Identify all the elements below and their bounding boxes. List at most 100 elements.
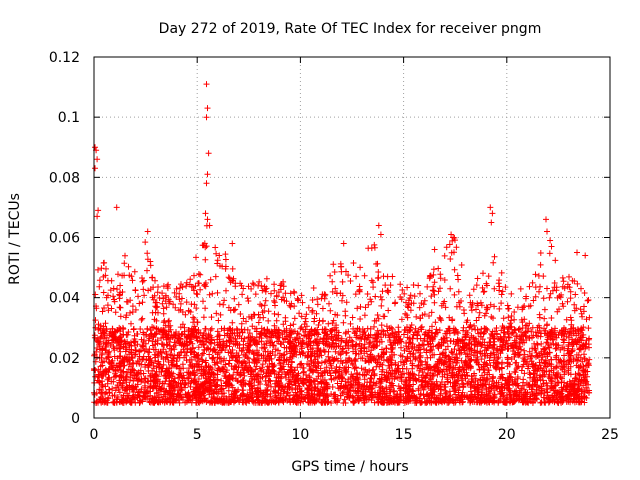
data-point [327, 307, 334, 314]
data-point [458, 377, 465, 384]
data-point [97, 334, 104, 341]
data-point [361, 312, 368, 319]
data-point [564, 380, 571, 387]
data-point [415, 387, 422, 394]
data-point [506, 381, 513, 388]
data-point [234, 369, 241, 376]
data-point [333, 363, 340, 370]
data-point [346, 334, 353, 341]
data-point [264, 353, 271, 360]
data-point [267, 378, 274, 385]
data-point [150, 383, 157, 390]
data-point [271, 368, 278, 375]
data-point [422, 329, 429, 336]
data-point [543, 368, 550, 375]
data-point [486, 371, 493, 378]
data-point [521, 351, 528, 358]
data-point [171, 378, 178, 385]
data-point [526, 335, 533, 342]
data-point [177, 380, 184, 387]
data-point [342, 367, 349, 374]
data-point [211, 347, 218, 354]
data-point [521, 370, 528, 377]
data-point [352, 291, 359, 298]
data-point [140, 356, 147, 362]
data-point [122, 344, 129, 351]
data-point [139, 343, 146, 350]
data-point [202, 357, 209, 364]
data-point [195, 344, 202, 351]
data-point [553, 372, 560, 379]
data-point [314, 381, 321, 387]
data-point [191, 363, 198, 370]
data-point [189, 325, 195, 332]
data-point [136, 353, 143, 360]
data-point [370, 379, 377, 386]
data-point [310, 339, 317, 346]
data-point [299, 337, 306, 344]
data-point [376, 375, 383, 382]
data-point [371, 338, 378, 345]
data-point [375, 331, 382, 338]
data-point [493, 383, 500, 390]
data-point [410, 381, 417, 388]
data-point [584, 388, 591, 395]
data-point [173, 293, 180, 300]
data-point [472, 378, 479, 384]
data-point [375, 269, 382, 275]
data-point [237, 280, 244, 287]
data-point [276, 382, 283, 389]
data-point [447, 285, 454, 292]
data-point [326, 300, 332, 307]
data-point [193, 290, 200, 297]
data-point [552, 382, 559, 389]
data-point [319, 305, 326, 312]
data-point [464, 394, 471, 401]
data-point [298, 292, 305, 299]
data-point [144, 326, 151, 333]
data-point [318, 295, 325, 302]
data-point [409, 387, 416, 394]
data-point [448, 372, 455, 379]
data-point [214, 328, 221, 335]
data-point [300, 369, 307, 376]
data-point [476, 309, 483, 316]
data-point [121, 272, 128, 279]
data-point [91, 391, 98, 398]
data-point [325, 348, 332, 355]
data-point [104, 302, 111, 309]
data-point [193, 305, 200, 312]
data-point [119, 358, 126, 365]
data-point [544, 285, 550, 292]
data-point [579, 313, 586, 320]
data-point [406, 393, 413, 400]
data-point [153, 317, 160, 324]
data-point [332, 348, 339, 355]
data-point [403, 379, 410, 386]
data-point [270, 342, 277, 349]
data-point [341, 365, 348, 372]
data-point [116, 291, 123, 298]
data-point [116, 389, 123, 396]
data-point [365, 245, 372, 252]
data-point [154, 303, 161, 310]
data-point [195, 355, 202, 362]
data-point [325, 320, 332, 327]
data-point [366, 383, 373, 390]
data-point [271, 281, 278, 288]
data-point [501, 329, 508, 336]
data-point [120, 325, 127, 332]
data-point [564, 281, 571, 288]
data-point [198, 372, 205, 379]
data-point [390, 388, 397, 395]
data-point [452, 341, 459, 348]
data-point [383, 356, 390, 363]
data-point [413, 399, 420, 406]
data-point [498, 365, 505, 372]
data-point [377, 390, 384, 397]
data-point [193, 394, 200, 401]
data-point [539, 354, 546, 361]
data-point [105, 394, 111, 401]
data-point [298, 343, 305, 350]
data-point [147, 286, 154, 293]
